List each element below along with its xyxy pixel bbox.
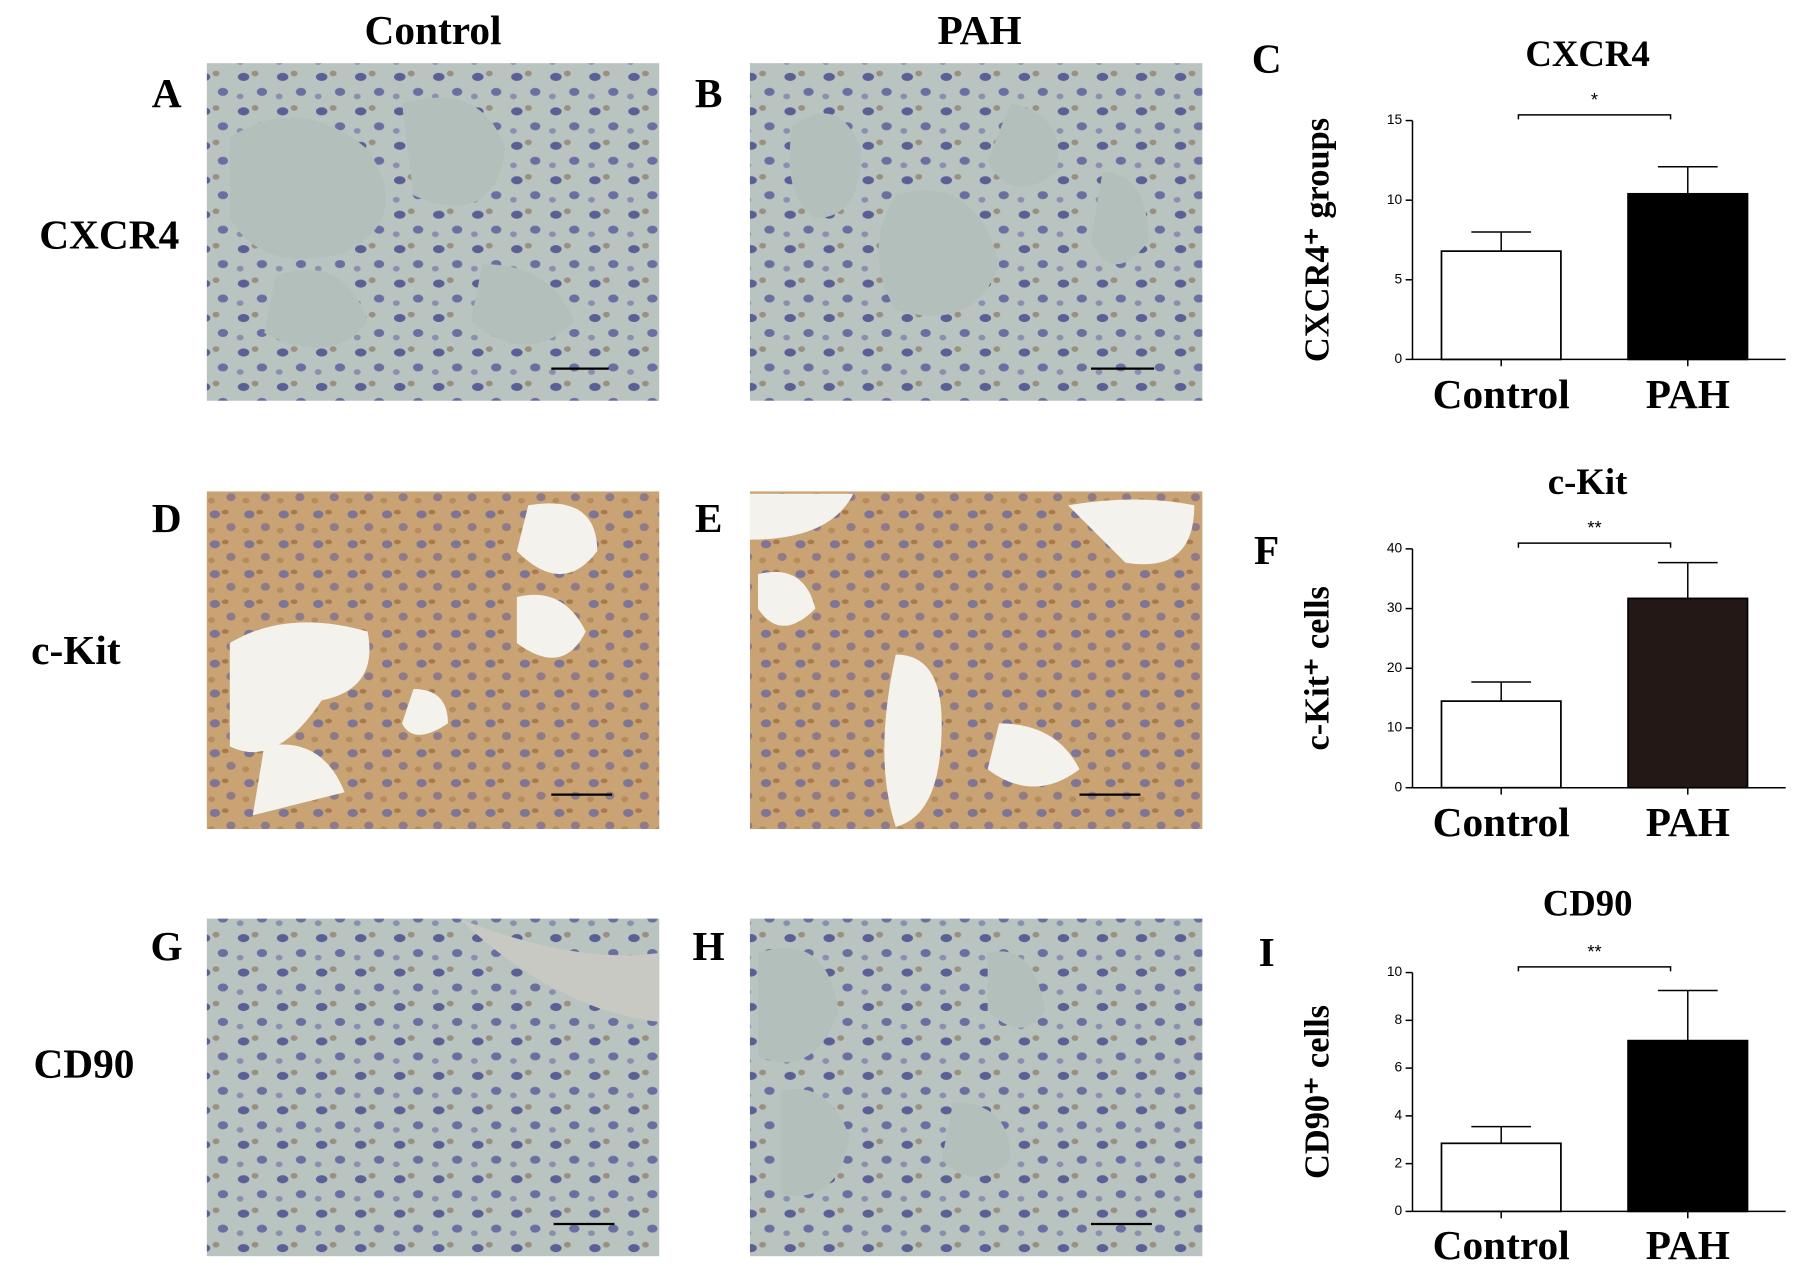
y-tick-label: 40 [1387,541,1403,556]
significance-bracket [1517,966,1672,972]
micrograph [749,491,1203,830]
y-tick-label: 10 [1387,720,1403,735]
y-axis-label: c-Kit⁺ cells [1299,586,1337,750]
y-tick-label: 10 [1387,964,1403,979]
column-header: PAH [938,7,1022,53]
panel-label: G [151,923,183,969]
row-label: c-Kit [31,627,121,673]
y-tick-label: 0 [1394,1203,1402,1218]
chart-title: CD90 [1543,883,1633,924]
bar [1627,597,1749,789]
panel-label: D [152,495,182,541]
chart-title: c-Kit [1548,461,1628,502]
chart-title: CXCR4 [1525,33,1649,74]
panel-label: B [695,70,723,116]
row-label: CXCR4 [39,211,179,257]
micrograph [206,63,660,401]
y-tick-label: 5 [1394,271,1402,286]
bar [1627,192,1749,361]
y-tick-label: 8 [1394,1012,1402,1027]
y-tick-label: 2 [1394,1155,1402,1170]
y-tick-label: 30 [1387,600,1403,615]
y-tick-label: 15 [1387,112,1403,127]
x-tick-label: PAH [1646,799,1730,845]
significance-label: ** [1587,517,1601,538]
significance-label: * [1591,89,1598,110]
bar [1440,1142,1562,1213]
row-label: CD90 [33,1040,134,1086]
y-tick-label: 6 [1394,1060,1402,1075]
panel-label: A [152,70,182,116]
x-tick-label: PAH [1646,1222,1730,1268]
y-tick-label: 0 [1394,779,1402,794]
y-axis-label: CD90⁺ cells [1299,1005,1337,1179]
significance-bracket [1517,542,1672,548]
y-tick-label: 4 [1394,1108,1402,1123]
micrograph [749,63,1203,401]
panel-label: H [693,923,725,969]
panel-label: C [1252,36,1282,82]
x-tick-label: Control [1433,371,1570,417]
y-tick-label: 10 [1387,192,1403,207]
x-tick-label: Control [1433,799,1570,845]
y-tick-label: 0 [1394,351,1402,366]
bar [1627,1039,1749,1213]
significance-bracket [1517,114,1672,120]
panel-label: I [1259,929,1275,975]
x-tick-label: Control [1433,1222,1570,1268]
y-axis-label: CXCR4⁺ groups [1299,118,1337,362]
x-tick-label: PAH [1646,371,1730,417]
panel-label: E [695,495,723,541]
micrograph [206,918,660,1257]
significance-label: ** [1587,941,1601,962]
bar [1440,250,1562,361]
micrograph [749,918,1203,1257]
micrograph [206,491,660,830]
y-tick-label: 20 [1387,660,1403,675]
bar [1440,700,1562,789]
panel-label: F [1254,527,1279,573]
column-header: Control [365,7,502,53]
